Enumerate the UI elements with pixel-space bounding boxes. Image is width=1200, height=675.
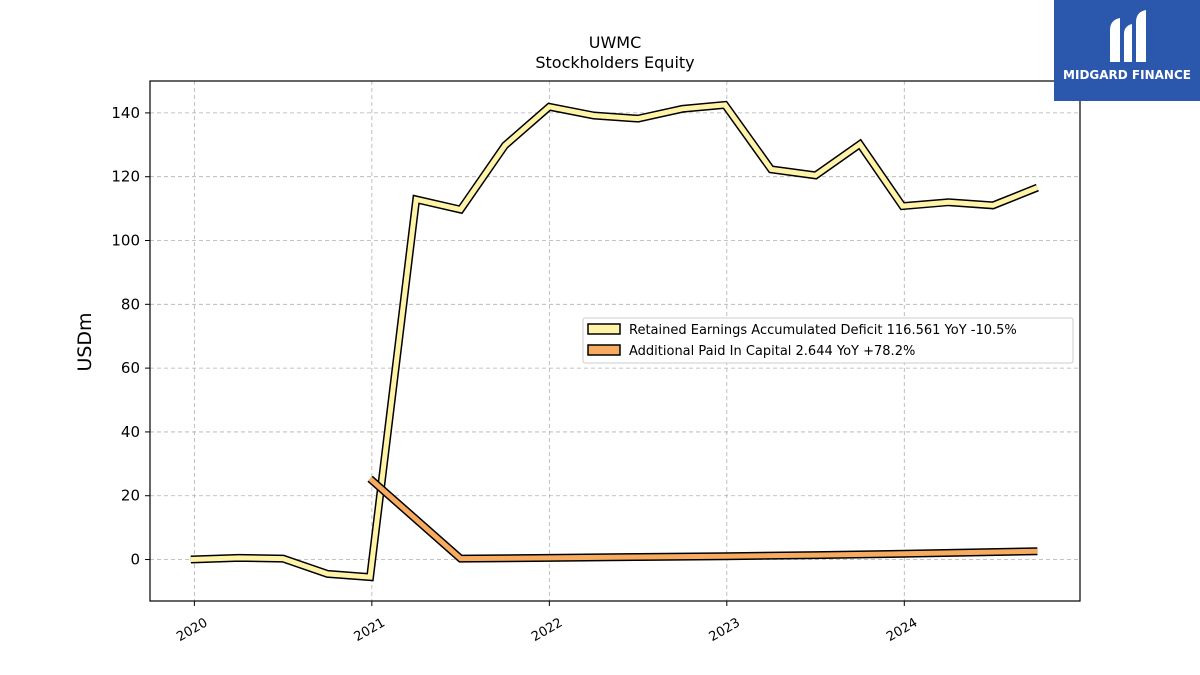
logo-mark-icon [1110, 10, 1146, 62]
y-tick-label-2: 40 [121, 423, 140, 441]
legend-swatch-0 [587, 323, 621, 335]
y-tick-label-5: 100 [111, 232, 140, 250]
legend-label-0: Retained Earnings Accumulated Deficit 11… [629, 323, 1017, 338]
x-ticks: 2020 2021 2022 2023 2024 [174, 601, 920, 645]
chart-title: UWMC [589, 33, 642, 52]
y-tick-label-6: 120 [111, 168, 140, 186]
plot-frame [149, 80, 1081, 602]
y-tick-label-7: 140 [111, 104, 140, 122]
legend-label-1: Additional Paid In Capital 2.644 YoY +78… [629, 344, 915, 359]
x-tick-label-3: 2023 [707, 615, 743, 645]
y-tick-label-0: 0 [130, 551, 140, 569]
series-lines [190, 100, 1039, 582]
x-tick-label-2: 2022 [529, 615, 565, 645]
y-tick-label-3: 60 [121, 359, 140, 377]
legend-box [582, 317, 1074, 364]
series-line-0 [190, 102, 1039, 580]
x-tick-label-0: 2020 [174, 615, 210, 645]
series-outline-1 [367, 475, 1038, 563]
y-axis-label: USDm [74, 312, 96, 371]
midgard-finance-logo: MIDGARD FINANCE [1054, 0, 1200, 101]
series-line-1 [368, 476, 1038, 562]
x-tick-label-1: 2021 [352, 615, 388, 645]
legend-swatch-1 [587, 344, 621, 356]
logo-text: MIDGARD FINANCE [1063, 68, 1191, 82]
x-tick-label-4: 2024 [884, 615, 920, 645]
chart-subtitle: Stockholders Equity [535, 53, 694, 72]
y-ticks: 0 20 40 60 80 100 120 140 [111, 104, 150, 569]
legend: Retained Earnings Accumulated Deficit 11… [582, 317, 1074, 364]
y-tick-label-4: 80 [121, 295, 140, 313]
y-tick-label-1: 20 [121, 487, 140, 505]
